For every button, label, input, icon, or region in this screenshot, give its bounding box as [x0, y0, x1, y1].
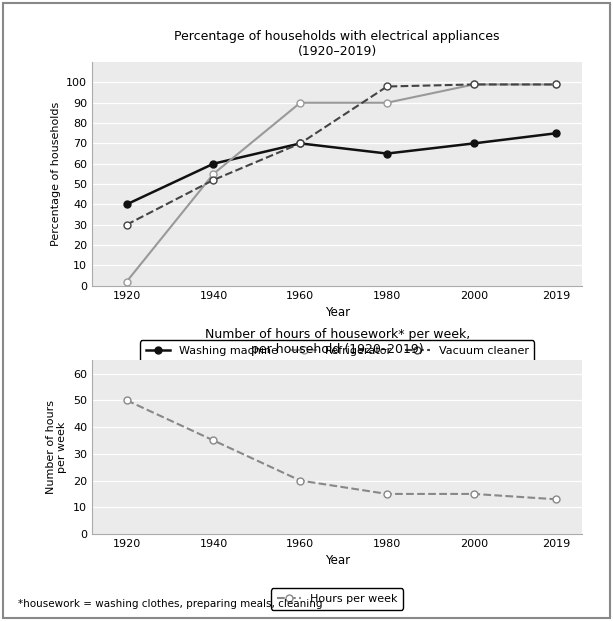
- Y-axis label: Number of hours
per week: Number of hours per week: [46, 400, 67, 494]
- Legend: Hours per week: Hours per week: [271, 588, 403, 610]
- Legend: Washing machine, Refrigerator, Vacuum cleaner: Washing machine, Refrigerator, Vacuum cl…: [140, 340, 534, 361]
- Text: *housework = washing clothes, preparing meals, cleaning: *housework = washing clothes, preparing …: [18, 599, 323, 609]
- X-axis label: Year: Year: [325, 306, 349, 319]
- Title: Number of hours of housework* per week,
per household (1920–2019): Number of hours of housework* per week, …: [205, 329, 470, 356]
- Y-axis label: Percentage of households: Percentage of households: [50, 102, 61, 246]
- Title: Percentage of households with electrical appliances
(1920–2019): Percentage of households with electrical…: [175, 30, 500, 58]
- X-axis label: Year: Year: [325, 555, 349, 568]
